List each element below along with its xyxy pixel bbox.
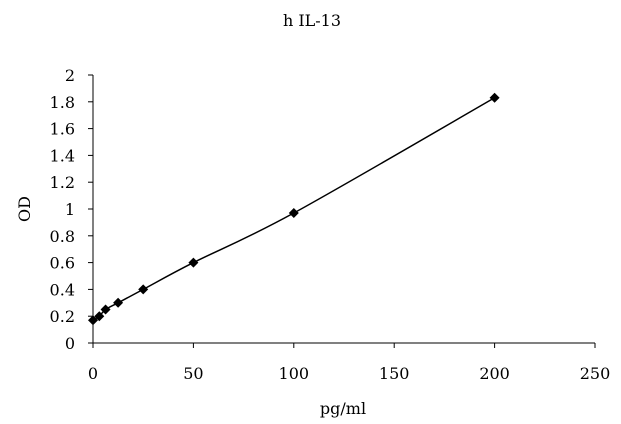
y-tick-label: 0.6 [50,254,75,273]
x-tick-label: 50 [183,364,203,383]
data-point [88,315,98,326]
y-tick-label: 0.4 [50,280,75,299]
x-tick-label: 150 [379,364,410,383]
axes: 0 0.2 0.4 0.6 0.8 1 1.2 1.4 1.6 1.8 2 0 50 100 150 200 2… [50,66,611,383]
data-point [188,257,199,268]
y-tick-label: 0.8 [50,227,75,246]
x-tick-label: 250 [580,364,611,383]
y-tick-label: 0.2 [50,307,75,326]
y-tick-label: 1 [65,200,75,219]
x-tick-label: 0 [88,364,98,383]
y-tick-label: 2 [65,66,75,85]
data-point [94,311,105,322]
y-tick-label: 1.2 [50,173,75,192]
x-tick-label: 200 [479,364,510,383]
x-axis-label: pg/ml [320,399,366,418]
y-tick-label: 1.4 [50,146,75,165]
y-tick-label: 1.8 [50,93,75,112]
data-marks [88,92,500,326]
y-tick-label: 1.6 [50,120,75,139]
x-tick-label: 100 [279,364,310,383]
data-point [489,92,500,103]
y-axis-label: OD [15,196,34,222]
data-point [138,284,149,295]
y-tick-label: 0 [65,334,75,353]
data-point [113,297,124,308]
data-point [100,304,111,315]
data-point [288,208,299,219]
chart-title: h IL-13 [283,11,341,30]
